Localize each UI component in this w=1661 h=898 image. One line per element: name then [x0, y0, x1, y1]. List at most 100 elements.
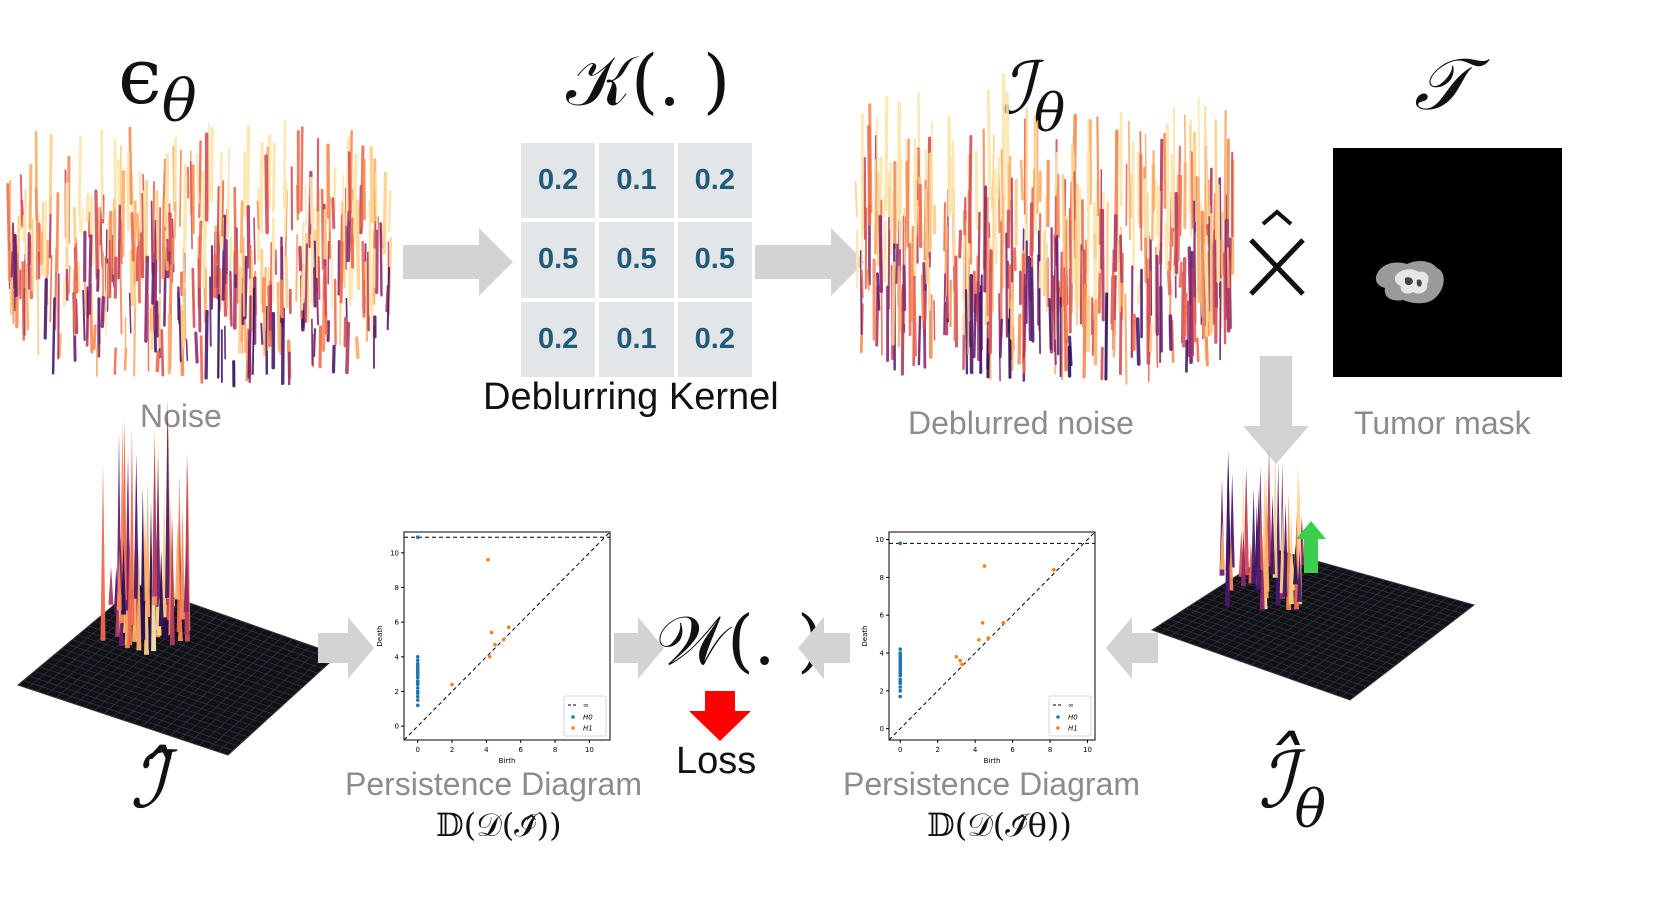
y-axis-label: Death: [861, 625, 869, 646]
point-h0: [415, 698, 420, 702]
y-tick-label: 8: [395, 584, 399, 592]
tumor-region: [1375, 260, 1444, 304]
point-h1: [954, 655, 959, 659]
point-h0: [898, 541, 903, 546]
wasserstein-symbol: 𝒲(. ): [656, 602, 824, 681]
y-tick-label: 0: [880, 725, 884, 733]
arrow-pd-to-wasserstein: [614, 617, 664, 679]
kernel-cell: 0.2: [677, 143, 752, 219]
kernel-cell: 0.1: [599, 143, 674, 219]
kernel-cell: 0.2: [677, 301, 752, 377]
arrow-pd-right-to-wasserstein: [798, 617, 850, 679]
x-tick-label: 8: [553, 746, 557, 754]
point-h0: [898, 694, 903, 699]
y-tick-label: 8: [880, 574, 884, 582]
point-h1: [986, 636, 991, 640]
point-h0: [898, 689, 903, 693]
kernel-symbol: 𝒦(. ): [566, 40, 731, 122]
i-hat-theta-symbol: ℐ̂θ: [1258, 742, 1326, 836]
noise-surface-plot: [6, 120, 392, 388]
point-h0: [898, 647, 903, 652]
persistence-diagram-target: 0 2 4 6 8 10 0 2 4 6 8 10 Birth Death ∞ H0 H1: [376, 531, 611, 765]
point-h1: [1052, 568, 1056, 572]
point-h0: [415, 658, 420, 663]
legend: ∞ H0 H1: [563, 695, 607, 737]
y-tick-label: 6: [880, 612, 885, 620]
x-tick-label: 10: [1083, 746, 1092, 754]
loss-caption: Loss: [676, 740, 757, 782]
pd-right-formula: 𝔻(𝒟(ℐ̂θ)): [927, 806, 1072, 844]
point-h1: [493, 642, 497, 647]
kernel-cell: 0.1: [599, 301, 674, 377]
point-h1: [960, 662, 964, 667]
persistence-diagram-prediction: 0 2 4 6 8 10 0 2 4 6 8 10 Birth Death ∞ H0 H1: [861, 531, 1096, 765]
pd-left-title: Persistence Diagram: [345, 766, 642, 802]
point-h1: [980, 620, 985, 625]
y-tick-label: 0: [395, 723, 399, 731]
tumor-caption: Tumor mask: [1354, 405, 1531, 441]
point-h1: [488, 655, 492, 659]
point-h0: [898, 651, 903, 655]
tumor-symbol: 𝒯: [1414, 42, 1470, 126]
point-h0: [415, 703, 420, 708]
point-h0: [898, 677, 903, 682]
i-hat-theta-glyph: ℐ̂: [1258, 736, 1295, 826]
surface-spikes: [854, 72, 1235, 385]
point-h0: [415, 535, 420, 539]
kernel-caption: Deblurring Kernel: [483, 376, 779, 418]
surface-spikes: [6, 120, 392, 388]
y-tick-label: 10: [875, 536, 884, 544]
legend-h0: H0: [583, 714, 593, 722]
increase-up-arrow: [1296, 521, 1326, 573]
x-tick-label: 6: [518, 746, 523, 754]
deblurred-caption: Deblurred noise: [908, 405, 1134, 441]
point-h1: [1001, 620, 1006, 625]
x-tick-label: 10: [585, 746, 594, 754]
kernel-cell: 0.5: [677, 222, 752, 298]
point-h1: [982, 564, 987, 568]
x-tick-label: 2: [450, 746, 454, 754]
y-tick-label: 6: [395, 619, 400, 627]
point-h1: [506, 625, 511, 630]
x-tick-label: 4: [484, 746, 489, 754]
point-h0: [415, 694, 420, 699]
masked-surface-plot: [1150, 447, 1476, 701]
point-h1: [489, 630, 494, 635]
arrow-kernel-to-deblurred: [755, 228, 865, 296]
surface-spikes: [1219, 447, 1305, 610]
y-tick-label: 4: [395, 653, 400, 661]
point-h0: [415, 655, 420, 659]
kernel-cell: 0.2: [521, 143, 596, 219]
x-axis-label: Birth: [984, 757, 1001, 765]
legend-infinity: ∞: [583, 702, 589, 710]
y-tick-label: 2: [395, 688, 399, 696]
point-h0: [415, 661, 420, 666]
point-h0: [898, 685, 903, 689]
deblurring-kernel-grid: 0.2 0.1 0.2 0.5 0.5 0.5 0.2 0.1 0.2: [521, 143, 752, 377]
x-tick-label: 6: [1010, 746, 1015, 754]
i-hat-symbol: ℐ̂: [130, 736, 167, 826]
legend-h0: H0: [1068, 714, 1078, 722]
noise-caption: Noise: [140, 398, 222, 434]
y-tick-label: 10: [390, 549, 399, 557]
y-axis-label: Death: [376, 625, 384, 646]
epsilon-theta-symbol: ϵθ: [118, 38, 197, 130]
kernel-cell: 0.2: [521, 301, 596, 377]
deblurred-glyph: ℐ: [1000, 46, 1034, 130]
x-tick-label: 2: [935, 746, 939, 754]
arrow-masked-to-pd: [1106, 617, 1158, 679]
legend-infinity: ∞: [1068, 702, 1074, 710]
legend-h1: H1: [583, 725, 593, 733]
kernel-cell: 0.5: [599, 222, 674, 298]
y-tick-label: 4: [880, 650, 885, 658]
legend: ∞ H0 H1: [1048, 695, 1092, 737]
tumor-mask-image: [1333, 148, 1562, 377]
deblurred-subscript: θ: [1033, 84, 1066, 144]
point-h1: [450, 682, 454, 687]
legend-h1: H1: [1068, 725, 1078, 733]
target-surface-plot: [16, 399, 339, 756]
epsilon-glyph: ϵ: [118, 32, 162, 122]
arrow-target-to-pd: [318, 617, 374, 679]
hat-multiply-icon: [1249, 209, 1305, 296]
loss-down-arrow: [689, 691, 751, 741]
